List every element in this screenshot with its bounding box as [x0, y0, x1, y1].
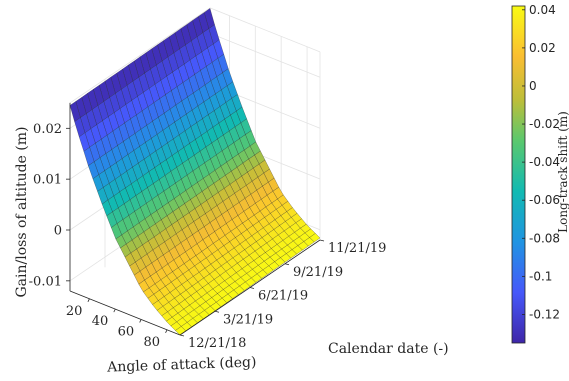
colorbar-scale — [511, 5, 526, 344]
y-tick-mark — [214, 310, 220, 313]
wall-edge-3 — [69, 7, 211, 104]
axes-layer: 20 40 60 80 12/21/18 3/21/19 6/21/19 9/21/19 11/… — [29, 102, 386, 351]
y-tick-label: 9/21/19 — [293, 265, 343, 280]
wall-edge-2 — [209, 7, 321, 53]
y-tick-mark — [249, 287, 255, 289]
x-tick-label: 60 — [118, 324, 135, 339]
y-tick-label: 12/21/18 — [188, 336, 246, 351]
x-tick-mark — [139, 319, 142, 323]
colorbar-tick-label: 0.04 — [529, 3, 556, 17]
z-tick-label: 0.02 — [33, 122, 62, 137]
z-tick-label: 0 — [54, 223, 62, 238]
x-tick-mark — [87, 298, 90, 302]
colorbar-tick-label: -0.04 — [529, 155, 560, 169]
y-tick-label: 6/21/19 — [258, 289, 308, 304]
y-tick-mark — [179, 334, 185, 337]
z-tick-label: -0.01 — [29, 274, 62, 289]
colorbar-tick-label: -0.06 — [529, 193, 560, 207]
z-tick-label: 0.01 — [33, 173, 62, 188]
y-tick-label: 3/21/19 — [223, 312, 273, 327]
colorbar-tick-label: -0.02 — [529, 117, 560, 131]
surface-layer — [69, 8, 321, 336]
colorbar-tick-label: 0.02 — [529, 41, 556, 55]
x-tick-mark — [113, 308, 116, 313]
x-axis-line — [69, 290, 181, 336]
colorbar-label: Long-track shift (m) — [556, 111, 569, 233]
y-axis-label: Calendar date (-) — [328, 341, 449, 357]
z-axis-label: Gain/loss of altitude (m) — [14, 127, 30, 298]
y-tick-mark — [319, 239, 325, 242]
x-tick-label: 20 — [66, 304, 83, 319]
y-tick-label: 11/21/19 — [328, 241, 386, 256]
x-tick-label: 80 — [144, 335, 161, 350]
colorbar-tick-label: -0.12 — [529, 307, 560, 321]
x-tick-label: 40 — [92, 314, 109, 329]
colorbar: 0.04 0.02 0 -0.02 -0.04 -0.06 -0.08 -0.1 -0.12 — [511, 3, 560, 344]
colorbar-tick-label: 0 — [529, 79, 537, 93]
x-axis-label: Angle of attack (deg) — [106, 354, 257, 375]
x-tick-mark — [165, 329, 168, 334]
colorbar-tick-label: -0.08 — [529, 231, 560, 245]
colorbar-tick-label: -0.1 — [529, 269, 552, 283]
y-tick-mark — [284, 263, 290, 266]
